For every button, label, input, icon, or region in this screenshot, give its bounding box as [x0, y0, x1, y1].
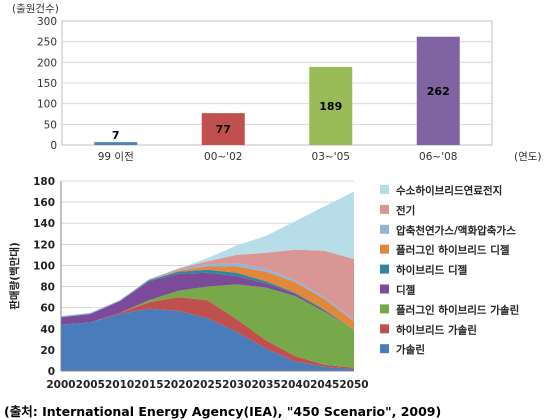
area-series-0	[61, 308, 354, 371]
area-x-tick-label: 2030	[222, 379, 251, 391]
bar-x-axis-title: (연도)	[514, 151, 542, 163]
legend-swatch	[380, 264, 389, 274]
bar-1	[201, 113, 245, 145]
area-x-tick-label: 2005	[76, 379, 105, 391]
legend-swatch	[380, 224, 389, 234]
area-y-tick-label: 0	[48, 366, 55, 378]
bar-data-label: 77	[216, 123, 231, 136]
area-y-tick-label: 120	[33, 239, 55, 251]
bar-x-tick-label: 06~'08	[419, 151, 457, 163]
bar-y-tick-label: 0	[50, 140, 57, 152]
bar-y-tick-label: 50	[44, 119, 57, 131]
legend-label: 전기	[396, 204, 415, 217]
area-series-2	[61, 284, 354, 368]
bar-x-tick-label: 00~'02	[204, 151, 242, 163]
area-y-tick-label: 160	[33, 197, 55, 209]
legend-swatch	[380, 324, 389, 334]
area-x-tick-label: 2040	[281, 379, 310, 391]
area-x-tick-label: 2000	[46, 379, 75, 391]
bar-y-axis-title: (출원건수)	[12, 3, 59, 15]
source-note: (출처: International Energy Agency(IEA), "…	[4, 404, 442, 419]
legend-swatch	[380, 304, 389, 314]
bar-y-tick-label: 250	[37, 37, 57, 49]
area-series-5	[61, 266, 354, 330]
area-y-tick-label: 140	[33, 218, 55, 230]
area-x-tick-label: 2045	[310, 379, 339, 391]
area-x-tick-label: 2010	[105, 379, 134, 391]
bar-y-tick-label: 200	[37, 57, 57, 69]
legend-swatch	[380, 344, 389, 354]
bar-0	[94, 142, 138, 145]
legend-label: 플러그인 하이브리드 가솔린	[396, 303, 519, 316]
bar-data-label: 262	[427, 85, 450, 98]
area-y-tick-label: 40	[40, 324, 55, 336]
legend-label: 하이브리드 가솔린	[396, 323, 477, 336]
area-x-tick-label: 2050	[339, 379, 368, 391]
area-y-axis-title: 판매량(백만대)	[8, 242, 21, 310]
bar-chart: 0 50 100 150 200 250 300(출원건수) (연도) 7 99 이전 77 00~'…	[12, 3, 542, 163]
area-y-tick-label: 60	[40, 303, 55, 315]
bar-y-tick-label: 100	[37, 99, 57, 111]
bar-data-label: 7	[112, 129, 120, 142]
area-y-tick-label: 100	[33, 260, 55, 272]
legend-swatch	[380, 204, 389, 214]
legend-label: 하이브리드 디젤	[396, 264, 468, 277]
legend-label: 플러그인 하이브리드 디젤	[396, 244, 510, 257]
area-x-tick-label: 2015	[134, 379, 163, 391]
area-y-tick-label: 80	[40, 282, 55, 294]
bar-2	[309, 66, 353, 145]
area-series-1	[61, 297, 354, 369]
bar-y-tick-label: 300	[37, 16, 57, 28]
legend-swatch	[380, 185, 389, 194]
area-x-tick-label: 2035	[251, 379, 280, 391]
legend-swatch	[380, 244, 389, 254]
legend-label: 디젤	[396, 284, 416, 297]
legend-label: 가솔린	[396, 343, 425, 356]
bar-3	[416, 36, 460, 145]
area-series-7	[61, 249, 354, 320]
bar-data-label: 189	[319, 100, 342, 113]
legend-label: 압축천연가스/액화압축가스	[396, 224, 516, 237]
legend-swatch	[380, 284, 389, 294]
bar-x-tick-label: 99 이전	[98, 151, 134, 163]
area-y-tick-label: 180	[33, 176, 55, 188]
area-y-tick-label: 20	[40, 345, 55, 357]
legend-label: 수소하이브리드연료전지	[396, 184, 502, 197]
area-x-tick-label: 2020	[164, 379, 193, 391]
bar-y-tick-label: 150	[37, 78, 57, 90]
area-x-tick-label: 2025	[193, 379, 222, 391]
bar-x-tick-label: 03~'05	[312, 151, 350, 163]
